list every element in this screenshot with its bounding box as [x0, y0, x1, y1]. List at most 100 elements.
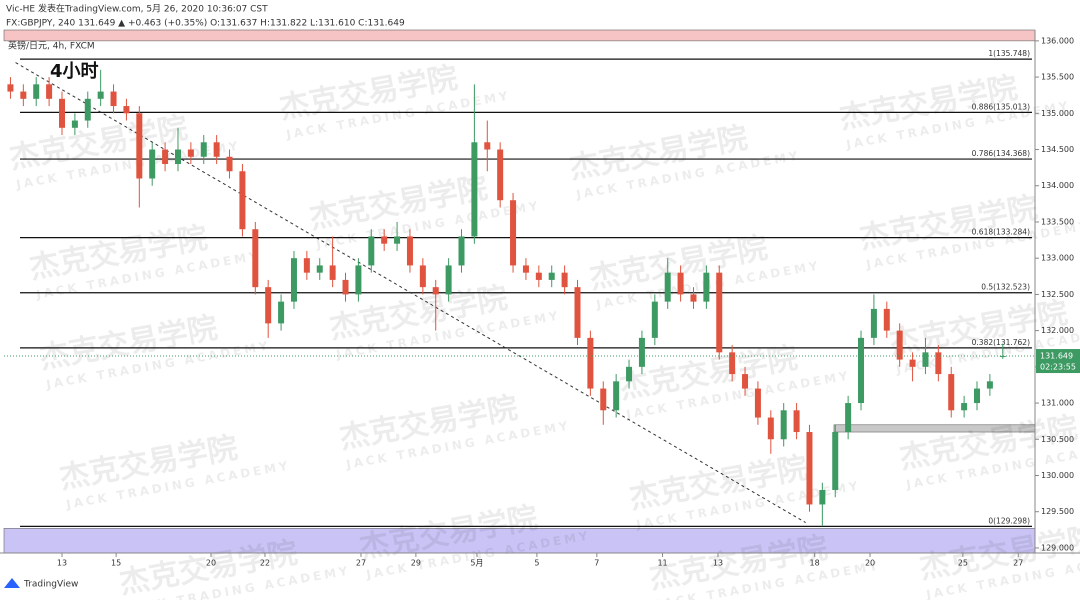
candle-body: [510, 200, 517, 266]
candle-body: [84, 98, 91, 121]
x-tick-label: 29: [411, 559, 421, 568]
candle-body: [677, 272, 684, 295]
candle-body: [381, 236, 388, 244]
publish-info: Vic-HE 发表在TradingView.com, 5月 26, 2020 1…: [6, 3, 268, 15]
brand-icon: [4, 578, 20, 588]
candle-body: [716, 272, 723, 353]
y-tick-label: 129.000: [1041, 543, 1074, 552]
candle-body: [368, 236, 375, 266]
candle-body: [845, 403, 852, 433]
candle-body: [58, 98, 65, 128]
candle-body: [7, 84, 14, 92]
candle-body: [793, 410, 800, 433]
candle-body: [767, 417, 774, 440]
candle-body: [458, 236, 465, 266]
candle-body: [303, 258, 310, 273]
candle-body: [278, 301, 285, 324]
candle-body: [342, 279, 349, 295]
chart-title: 4小时: [50, 61, 99, 82]
y-tick-label: 134.000: [1041, 181, 1074, 190]
x-tick-label: 13: [57, 559, 67, 568]
candle-body: [587, 337, 594, 389]
fib-label: 0(129.298): [988, 516, 1030, 525]
candle-body: [149, 149, 156, 179]
x-tick-label: 11: [657, 559, 667, 568]
candle-body: [561, 272, 568, 288]
countdown: 02:23:55: [1040, 363, 1076, 372]
y-tick-label: 135.000: [1041, 109, 1074, 118]
candle-body: [71, 120, 78, 128]
candle-body: [406, 236, 413, 266]
candle-body: [883, 308, 890, 331]
x-tick-label: 7: [594, 559, 599, 568]
candle-body: [896, 330, 903, 360]
fib-label: 0.786(134.368): [972, 149, 1030, 158]
candle-body: [329, 265, 336, 280]
candle-body: [187, 149, 194, 157]
candle-body: [290, 258, 297, 302]
x-tick-label: 18: [810, 559, 820, 568]
trendline: [15, 62, 806, 524]
candle-body: [445, 265, 452, 295]
x-tick-label: 13: [713, 559, 723, 568]
x-tick-label: 27: [356, 559, 366, 568]
candle-body: [742, 374, 749, 389]
y-tick-label: 129.500: [1041, 507, 1074, 516]
brand: TradingView: [4, 578, 78, 590]
y-tick-label: 130.000: [1041, 471, 1074, 480]
candle-body: [110, 91, 117, 107]
symbol-info: FX:GBPJPY, 240 131.649 ▲ +0.463 (+0.35%)…: [6, 19, 405, 29]
last-price-box: [1036, 349, 1080, 374]
fib-label: 0.886(135.013): [972, 102, 1030, 111]
candle-body: [626, 366, 633, 382]
y-tick-label: 135.500: [1041, 73, 1074, 82]
candle-body: [961, 403, 968, 411]
x-tick-label: 20: [206, 559, 216, 568]
y-tick-label: 131.000: [1041, 399, 1074, 408]
candle-body: [252, 229, 259, 288]
candle-body: [974, 388, 981, 404]
candle-body: [522, 265, 529, 273]
candle-body: [948, 374, 955, 411]
fib-label: 0.618(133.284): [972, 228, 1030, 237]
candle-body: [239, 171, 246, 230]
pair-label: 英镑/日元, 4h, FXCM: [8, 40, 95, 52]
candle-body: [754, 388, 761, 418]
candle-body: [200, 142, 207, 157]
candle-body: [664, 272, 671, 302]
candle-body: [858, 337, 865, 404]
candle-body: [999, 356, 1006, 358]
candle-body: [535, 272, 542, 280]
candle-body: [162, 149, 169, 165]
fib-label: 0.382(131.762): [972, 338, 1030, 347]
y-tick-label: 130.500: [1041, 435, 1074, 444]
x-tick-label: 27: [1013, 559, 1023, 568]
candle-body: [432, 287, 439, 295]
candle-body: [136, 113, 143, 179]
candle-body: [651, 301, 658, 338]
candle-body: [986, 381, 993, 389]
candle-body: [33, 84, 40, 99]
candle-body: [123, 106, 130, 114]
candle-body: [638, 337, 645, 367]
candle-body: [870, 308, 877, 338]
brand-name: TradingView: [23, 580, 78, 590]
candle-body: [703, 272, 710, 302]
candle-body: [819, 489, 826, 505]
y-tick-label: 133.500: [1041, 217, 1074, 226]
candle-body: [46, 84, 53, 99]
candle-body: [174, 149, 181, 165]
candle-body: [355, 265, 362, 295]
x-tick-label: 22: [260, 559, 270, 568]
y-tick-label: 133.000: [1041, 254, 1074, 263]
candle-body: [806, 432, 813, 505]
x-tick-label: 25: [958, 559, 968, 568]
y-tick-label: 134.500: [1041, 145, 1074, 154]
candle-body: [213, 142, 220, 157]
x-tick-label: 15: [111, 559, 121, 568]
candle-body: [613, 381, 620, 411]
candle-body: [394, 236, 401, 244]
zone: [3, 528, 1036, 554]
